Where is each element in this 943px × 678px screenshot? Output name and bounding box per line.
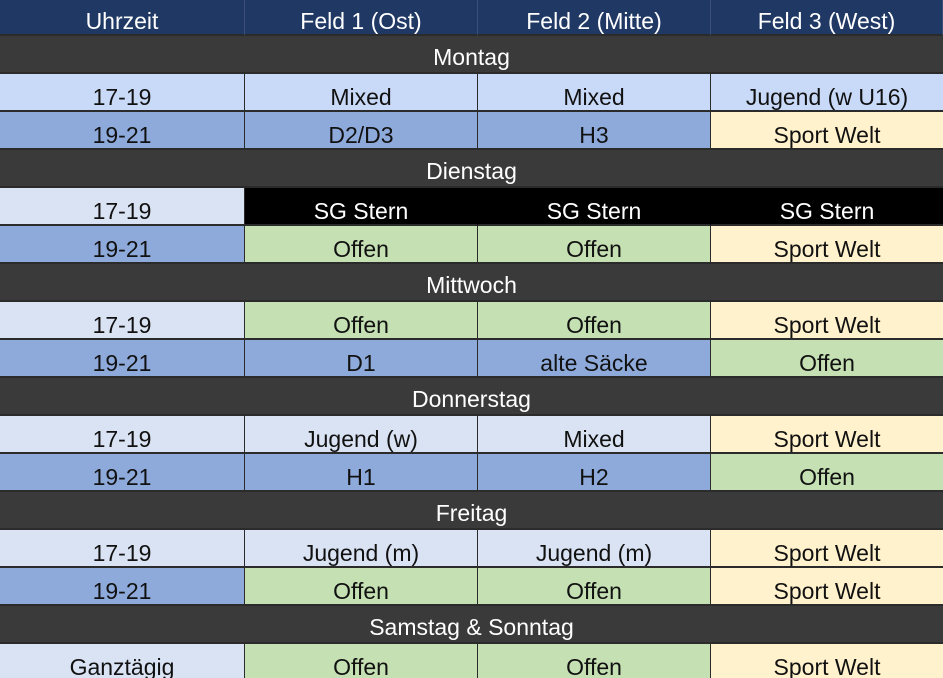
day-label[interactable]: Freitag: [0, 492, 943, 530]
cell-time[interactable]: 17-19: [0, 74, 245, 112]
day-label[interactable]: Dienstag: [0, 150, 943, 188]
schedule-body: Montag 17-19 Mixed Mixed Jugend (w U16) 19-21…: [0, 36, 943, 678]
cell-time[interactable]: 17-19: [0, 530, 245, 568]
slot-row: 17-19 Jugend (m) Jugend (m) Sport Welt: [0, 530, 943, 568]
cell-field-2[interactable]: alte Säcke: [478, 340, 711, 378]
slot-row: 19-21 Offen Offen Sport Welt: [0, 568, 943, 606]
cell-field-3[interactable]: Jugend (w U16): [711, 74, 943, 112]
cell-field-1[interactable]: Offen: [245, 568, 478, 606]
cell-field-2[interactable]: Jugend (m): [478, 530, 711, 568]
slot-row: 17-19 SG Stern SG Stern SG Stern: [0, 188, 943, 226]
day-label[interactable]: Montag: [0, 36, 943, 74]
cell-time[interactable]: 19-21: [0, 454, 245, 492]
header-cell-time[interactable]: Uhrzeit: [0, 0, 245, 36]
cell-time[interactable]: 19-21: [0, 112, 245, 150]
header-row: Uhrzeit Feld 1 (Ost) Feld 2 (Mitte) Feld…: [0, 0, 943, 36]
slot-row: 19-21 D1 alte Säcke Offen: [0, 340, 943, 378]
cell-field-3[interactable]: Offen: [711, 340, 943, 378]
header-cell-field-3[interactable]: Feld 3 (West): [711, 0, 943, 36]
day-label[interactable]: Samstag & Sonntag: [0, 606, 943, 644]
cell-field-1[interactable]: Jugend (m): [245, 530, 478, 568]
cell-field-1[interactable]: Mixed: [245, 74, 478, 112]
cell-field-3[interactable]: Sport Welt: [711, 416, 943, 454]
cell-field-1[interactable]: SG Stern: [245, 188, 478, 226]
cell-time[interactable]: 17-19: [0, 302, 245, 340]
day-row: Mittwoch: [0, 264, 943, 302]
cell-field-2[interactable]: H3: [478, 112, 711, 150]
day-row: Dienstag: [0, 150, 943, 188]
day-row: Freitag: [0, 492, 943, 530]
cell-field-2[interactable]: Mixed: [478, 74, 711, 112]
day-row: Montag: [0, 36, 943, 74]
cell-field-3[interactable]: Sport Welt: [711, 112, 943, 150]
day-label[interactable]: Donnerstag: [0, 378, 943, 416]
cell-time[interactable]: Ganztägig: [0, 644, 245, 678]
cell-field-1[interactable]: D2/D3: [245, 112, 478, 150]
header-cell-field-1[interactable]: Feld 1 (Ost): [245, 0, 478, 36]
slot-row: 19-21 H1 H2 Offen: [0, 454, 943, 492]
cell-field-1[interactable]: Offen: [245, 644, 478, 678]
cell-field-3[interactable]: Sport Welt: [711, 530, 943, 568]
cell-field-1[interactable]: Jugend (w): [245, 416, 478, 454]
cell-time[interactable]: 17-19: [0, 416, 245, 454]
cell-field-1[interactable]: H1: [245, 454, 478, 492]
slot-row: 19-21 Offen Offen Sport Welt: [0, 226, 943, 264]
cell-field-3[interactable]: Offen: [711, 454, 943, 492]
cell-field-2[interactable]: Offen: [478, 302, 711, 340]
cell-time[interactable]: 19-21: [0, 340, 245, 378]
day-label[interactable]: Mittwoch: [0, 264, 943, 302]
cell-field-3[interactable]: Sport Welt: [711, 568, 943, 606]
cell-time[interactable]: 19-21: [0, 226, 245, 264]
slot-row: 17-19 Jugend (w) Mixed Sport Welt: [0, 416, 943, 454]
header-cell-field-2[interactable]: Feld 2 (Mitte): [478, 0, 711, 36]
cell-field-3[interactable]: Sport Welt: [711, 644, 943, 678]
cell-field-1[interactable]: D1: [245, 340, 478, 378]
cell-field-1[interactable]: Offen: [245, 302, 478, 340]
slot-row: 17-19 Mixed Mixed Jugend (w U16): [0, 74, 943, 112]
slot-row: 19-21 D2/D3 H3 Sport Welt: [0, 112, 943, 150]
cell-field-3[interactable]: Sport Welt: [711, 226, 943, 264]
cell-field-2[interactable]: Offen: [478, 226, 711, 264]
cell-field-3[interactable]: SG Stern: [711, 188, 943, 226]
cell-field-2[interactable]: SG Stern: [478, 188, 711, 226]
cell-field-2[interactable]: Offen: [478, 568, 711, 606]
cell-time[interactable]: 17-19: [0, 188, 245, 226]
cell-field-1[interactable]: Offen: [245, 226, 478, 264]
cell-time[interactable]: 19-21: [0, 568, 245, 606]
slot-row: Ganztägig Offen Offen Sport Welt: [0, 644, 943, 678]
cell-field-2[interactable]: H2: [478, 454, 711, 492]
cell-field-3[interactable]: Sport Welt: [711, 302, 943, 340]
cell-field-2[interactable]: Mixed: [478, 416, 711, 454]
day-row: Samstag & Sonntag: [0, 606, 943, 644]
day-row: Donnerstag: [0, 378, 943, 416]
slot-row: 17-19 Offen Offen Sport Welt: [0, 302, 943, 340]
cell-field-2[interactable]: Offen: [478, 644, 711, 678]
